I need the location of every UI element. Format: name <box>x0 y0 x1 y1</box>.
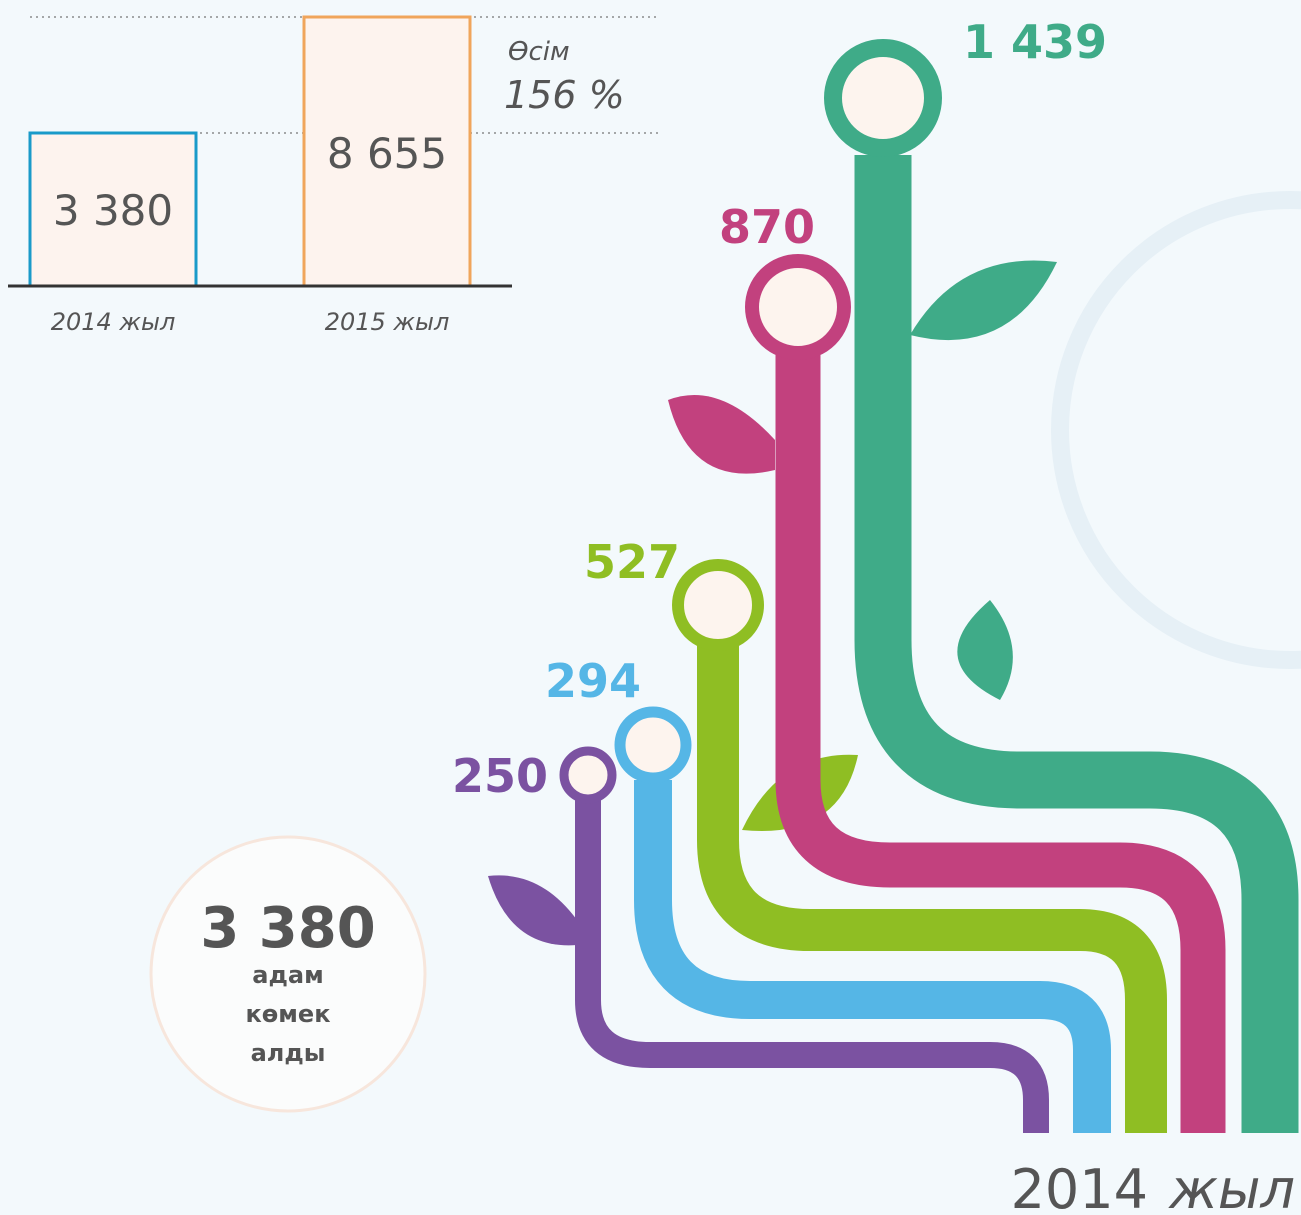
summary-line: көмек <box>246 1000 331 1028</box>
stem-head <box>620 712 686 778</box>
footer-year: 2014 <box>1011 1158 1148 1215</box>
bar-label: 2015 жыл <box>325 308 450 336</box>
stem-value: 870 <box>719 200 815 254</box>
bar-value: 3 380 <box>53 186 173 235</box>
stem-value: 250 <box>452 749 548 803</box>
stem-head <box>752 261 844 353</box>
page: 3 380 8 655 2014 жыл 2015 жыл Өсім 156 %… <box>0 0 1301 1215</box>
stem-value: 294 <box>545 654 641 708</box>
stem-value: 1 439 <box>963 15 1107 69</box>
stem-head <box>564 751 612 799</box>
growth-label: Өсім <box>508 37 570 67</box>
growth-value: 156 % <box>504 73 625 117</box>
bar-value: 8 655 <box>327 129 447 178</box>
stem-head <box>833 48 933 148</box>
stem-head <box>678 565 758 645</box>
summary-line: адам <box>252 961 323 989</box>
summary-line: алды <box>251 1039 326 1067</box>
stem-value: 527 <box>584 535 680 589</box>
bar-label: 2014 жыл <box>51 308 176 336</box>
footer-unit: жыл <box>1167 1158 1295 1215</box>
infographic: 3 380 8 655 2014 жыл 2015 жыл Өсім 156 %… <box>0 0 1301 1215</box>
summary-value: 3 380 <box>200 896 375 961</box>
